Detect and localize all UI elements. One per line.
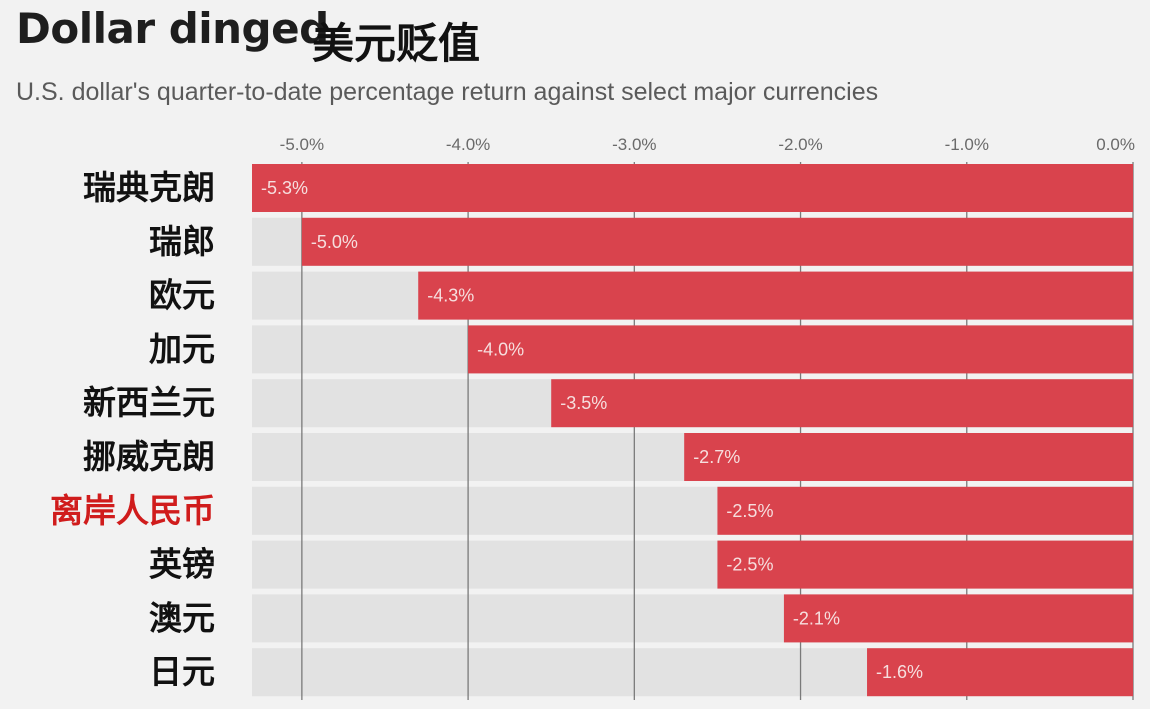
bar-value-label: -5.0% bbox=[311, 232, 358, 252]
x-tick-label: 0.0% bbox=[1096, 135, 1135, 154]
x-tick-label: -2.0% bbox=[778, 135, 822, 154]
bar bbox=[783, 594, 1133, 643]
category-label: 欧元 bbox=[149, 276, 215, 315]
x-tick-label: -3.0% bbox=[612, 135, 656, 154]
category-label: 瑞典克朗 bbox=[83, 168, 215, 207]
bar bbox=[551, 379, 1133, 428]
chart-title-chinese: 美元贬值 bbox=[312, 19, 481, 68]
category-label: 澳元 bbox=[149, 598, 215, 637]
bar bbox=[468, 325, 1133, 374]
bar-value-label: -2.1% bbox=[793, 608, 840, 628]
bar-value-label: -4.0% bbox=[477, 339, 524, 359]
bar-value-label: -1.6% bbox=[876, 662, 923, 682]
bar-value-label: -2.7% bbox=[693, 447, 740, 467]
category-label: 日元 bbox=[149, 652, 215, 691]
bar bbox=[252, 164, 1133, 212]
chart-title: Dollar dinged bbox=[16, 4, 329, 53]
bar bbox=[717, 486, 1133, 535]
bar-value-label: -5.3% bbox=[261, 178, 308, 198]
x-tick-label: -1.0% bbox=[945, 135, 989, 154]
bar bbox=[684, 433, 1133, 481]
category-label: 离岸人民币 bbox=[50, 491, 215, 530]
category-label: 瑞郎 bbox=[149, 222, 215, 261]
x-tick-label: -5.0% bbox=[280, 135, 324, 154]
category-label: 英镑 bbox=[149, 545, 215, 584]
category-label: 新西兰元 bbox=[83, 383, 215, 422]
bar bbox=[717, 540, 1133, 589]
bar-value-label: -4.3% bbox=[427, 286, 474, 306]
bar bbox=[418, 271, 1133, 320]
bar-value-label: -2.5% bbox=[726, 501, 773, 521]
bar bbox=[867, 648, 1133, 697]
x-tick-label: -4.0% bbox=[446, 135, 490, 154]
category-label: 挪威克朗 bbox=[83, 437, 215, 476]
bar-value-label: -3.5% bbox=[560, 393, 607, 413]
bar bbox=[301, 217, 1133, 266]
bar-value-label: -2.5% bbox=[726, 555, 773, 575]
chart-subtitle: U.S. dollar's quarter-to-date percentage… bbox=[16, 78, 879, 106]
category-label: 加元 bbox=[149, 329, 215, 368]
